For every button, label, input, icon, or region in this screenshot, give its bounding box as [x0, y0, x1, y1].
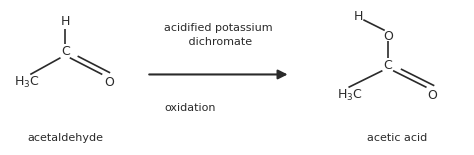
Text: O: O	[104, 75, 114, 89]
Text: acidified potassium
 dichromate: acidified potassium dichromate	[164, 23, 273, 46]
Text: oxidation: oxidation	[165, 103, 216, 113]
Text: acetic acid: acetic acid	[367, 133, 428, 143]
Text: H$_3$C: H$_3$C	[14, 75, 40, 90]
Text: acetaldehyde: acetaldehyde	[27, 133, 103, 143]
Text: O: O	[383, 30, 393, 43]
Text: C: C	[61, 45, 70, 58]
Text: H: H	[61, 15, 70, 28]
Text: O: O	[427, 89, 437, 102]
Text: H$_3$C: H$_3$C	[337, 88, 363, 103]
Text: H: H	[354, 10, 364, 23]
Text: C: C	[383, 59, 392, 72]
